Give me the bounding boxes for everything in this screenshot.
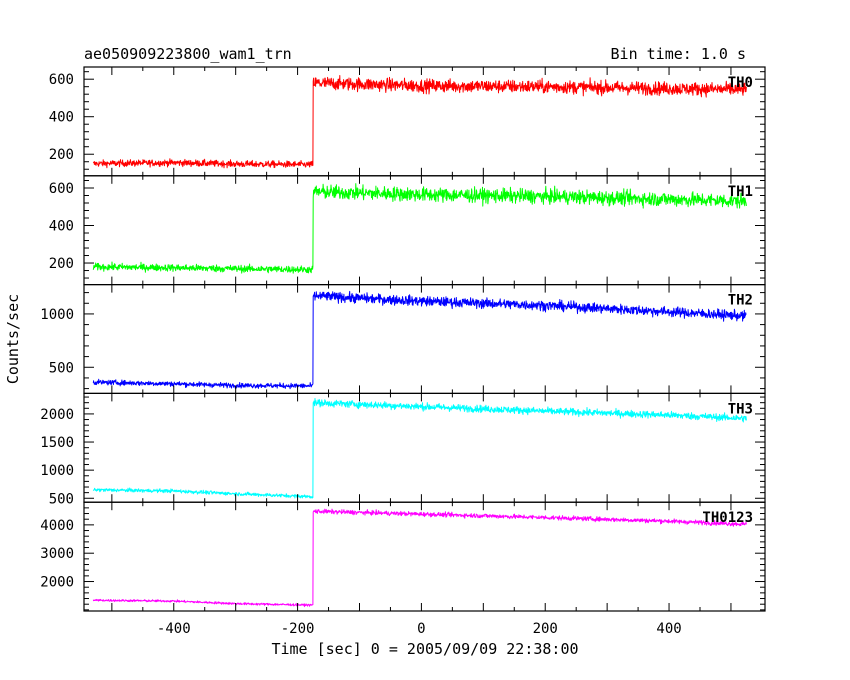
panel-label-th0: TH0 (728, 75, 753, 91)
y-tick-label: 2000 (40, 407, 74, 423)
bin-time-label: Bin time: 1.0 s (611, 45, 746, 63)
x-tick-label: -200 (281, 621, 315, 637)
y-tick-label: 400 (49, 110, 74, 126)
y-tick-label: 600 (49, 181, 74, 197)
y-tick-label: 500 (49, 360, 74, 376)
panel-th0: 200 400 600 TH0 (49, 66, 766, 177)
y-tick-label: 400 (49, 219, 74, 235)
trace-th1 (92, 183, 747, 274)
y-tick-label: 1500 (40, 435, 74, 451)
x-tick-label: 0 (417, 621, 425, 637)
y-tick-label: 1000 (40, 307, 74, 323)
x-tick-label: 200 (533, 621, 558, 637)
panel-th0123: 2000 3000 4000 TH0123 (40, 501, 766, 612)
y-axis-label: Counts/sec (4, 294, 22, 384)
y-tick-label: 200 (49, 256, 74, 272)
trace-th0 (92, 75, 747, 169)
panel-th2: 500 1000 TH2 (40, 284, 766, 395)
y-tick-label: 200 (49, 147, 74, 163)
x-axis: -400 -200 0 200 400 (157, 621, 682, 637)
x-tick-label: 400 (656, 621, 681, 637)
y-tick-label: 1000 (40, 463, 74, 479)
x-tick-label: -400 (157, 621, 191, 637)
panel-th1: 200 400 600 TH1 (49, 175, 766, 286)
x-axis-label: Time [sec] 0 = 2005/09/09 22:38:00 (271, 640, 578, 658)
trace-th0123 (92, 508, 747, 608)
y-tick-label: 500 (49, 491, 74, 507)
panel-label-th1: TH1 (728, 184, 753, 200)
panels-group: 200 400 600 TH0 200 400 600 TH1 500 1000 TH2 500 100… (40, 66, 766, 612)
y-tick-label: 4000 (40, 518, 74, 534)
panel-label-th3: TH3 (728, 401, 753, 417)
y-tick-label: 2000 (40, 575, 74, 591)
panel-frame (83, 501, 766, 612)
y-tick-label: 600 (49, 72, 74, 88)
trace-th2 (92, 290, 747, 390)
panel-label-th2: TH2 (728, 293, 753, 309)
y-tick-label: 3000 (40, 546, 74, 562)
chart-title: ae050909223800_wam1_trn (84, 45, 292, 63)
panel-label-th0123: TH0123 (702, 510, 753, 526)
trace-th3 (92, 398, 747, 499)
panel-th3: 500 1000 1500 2000 TH3 (40, 392, 766, 507)
